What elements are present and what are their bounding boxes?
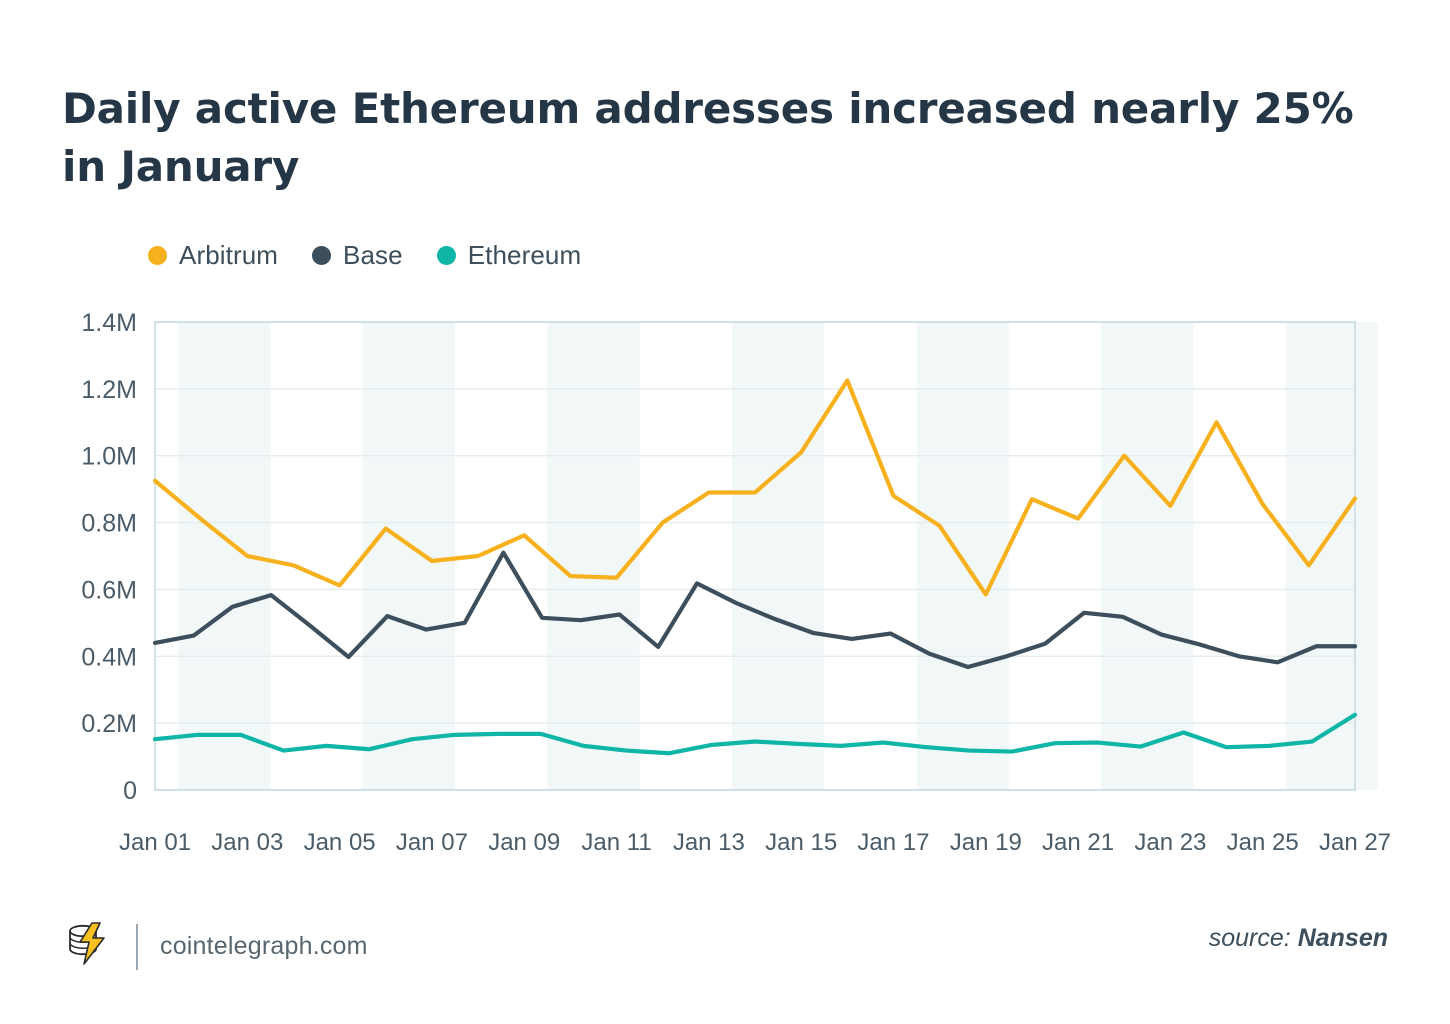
y-axis-tick-label: 0	[123, 777, 137, 805]
series-line-arbitrum	[152, 378, 1358, 597]
cointelegraph-logo-icon	[62, 918, 114, 975]
legend-item-ethereum[interactable]: Ethereum	[436, 240, 582, 271]
source-prefix: source:	[1208, 924, 1298, 952]
chart-band	[362, 322, 455, 790]
y-axis-tick-label: 1.4M	[81, 309, 137, 337]
footer-branding: cointelegraph.com	[62, 918, 368, 975]
series-line-ethereum	[152, 712, 1358, 756]
legend-label-base: Base	[343, 240, 403, 270]
x-axis-tick-label: Jan 21	[1042, 829, 1114, 856]
chart-source: source: Nansen	[1209, 924, 1388, 953]
chart-legend: Arbitrum Base Ethereum	[148, 240, 581, 271]
y-axis-tick-label: 1.0M	[81, 443, 137, 471]
x-axis-tick-label: Jan 13	[673, 829, 745, 856]
chart-band	[547, 322, 640, 790]
series-line-base	[152, 550, 1358, 670]
x-axis-tick-label: Jan 03	[211, 829, 283, 856]
source-name: Nansen	[1297, 924, 1388, 952]
x-axis-tick-label: Jan 01	[119, 829, 191, 856]
legend-dot-icon	[312, 246, 332, 265]
y-axis-tick-label: 0.2M	[81, 710, 137, 738]
y-axis-tick-label: 0.4M	[81, 643, 137, 671]
footer-divider	[136, 923, 138, 970]
x-axis-tick-label: Jan 07	[396, 829, 468, 856]
plot-border	[154, 321, 1356, 791]
x-axis-tick-label: Jan 23	[1134, 829, 1206, 856]
chart-band	[178, 322, 271, 790]
chart-band	[1101, 322, 1194, 790]
x-axis-tick-label: Jan 15	[765, 829, 837, 856]
y-axis-tick-label: 0.6M	[81, 576, 137, 604]
y-axis-tick-label: 1.2M	[81, 376, 137, 404]
chart-band	[916, 322, 1009, 790]
legend-dot-icon	[148, 246, 167, 265]
page-title: Daily active Ethereum addresses increase…	[62, 84, 1354, 192]
footer-site-url[interactable]: cointelegraph.com	[160, 932, 368, 960]
chart-band	[731, 322, 825, 790]
x-axis-tick-label: Jan 19	[950, 829, 1022, 856]
legend-label-ethereum: Ethereum	[467, 240, 582, 270]
legend-item-base[interactable]: Base	[312, 240, 403, 271]
y-axis-tick-label: 0.8M	[81, 510, 137, 538]
chart-band	[1285, 322, 1379, 790]
x-axis-tick-label: Jan 09	[488, 829, 560, 856]
x-axis-tick-label: Jan 11	[581, 829, 651, 856]
legend-dot-icon	[436, 246, 456, 265]
x-axis-tick-label: Jan 05	[304, 829, 376, 856]
x-axis-tick-label: Jan 17	[857, 829, 929, 856]
legend-item-arbitrum[interactable]: Arbitrum	[148, 240, 278, 271]
footer: cointelegraph.com source: Nansen	[0, 904, 1450, 1024]
x-axis-tick-label: Jan 25	[1227, 829, 1299, 856]
x-axis-tick-label: Jan 27	[1319, 829, 1391, 856]
legend-label-arbitrum: Arbitrum	[179, 240, 279, 270]
